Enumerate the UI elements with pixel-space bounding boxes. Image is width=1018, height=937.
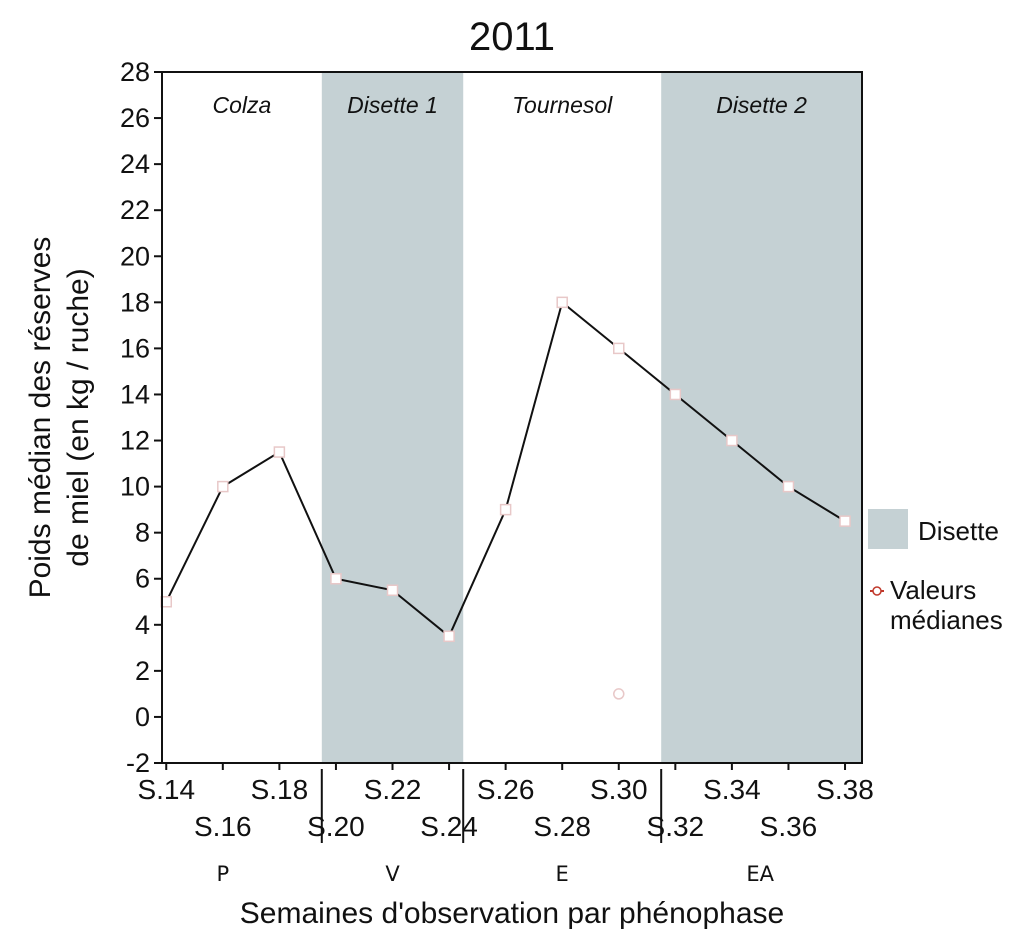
y-tick-label: 10 [120, 472, 150, 502]
x-tick-label: S.18 [251, 774, 309, 805]
y-axis-title: Poids médian des réserves de miel (en kg … [24, 237, 95, 599]
data-point [499, 503, 512, 516]
legend-label-disette: Disette [918, 516, 999, 546]
y-tick-label: 24 [120, 149, 150, 179]
y-tick-label: 18 [120, 287, 150, 317]
data-point [839, 515, 851, 527]
phenophase-label: P [216, 862, 229, 886]
band-label-4: Disette 2 [716, 92, 807, 118]
data-markers [160, 296, 851, 700]
phenophase-label: EA [746, 862, 774, 886]
y-axis-title-line-2: de miel (en kg / ruche) [62, 268, 95, 566]
x-tick-label: S.38 [816, 774, 874, 805]
x-tick-label: S.36 [760, 811, 818, 842]
y-tick-label: 28 [120, 57, 150, 87]
x-axis-title: Semaines d'observation par phénophase [240, 897, 784, 930]
y-tick-label: 12 [120, 426, 150, 456]
x-tick-label: S.24 [420, 811, 478, 842]
phenophase-label: V [385, 862, 400, 886]
band-2 [321, 72, 464, 763]
y-tick-label: 4 [135, 610, 150, 640]
y-tick-label: 8 [135, 518, 150, 548]
y-tick-label: -2 [126, 748, 150, 778]
x-tick-label: S.22 [364, 774, 422, 805]
y-axis-title-line-1: Poids médian des réserves [24, 237, 57, 599]
y-tick-label: 0 [135, 702, 150, 732]
legend-swatch-disette [868, 509, 908, 549]
background-bands: Colza Disette 1 Tournesol Disette 2 [212, 72, 862, 763]
data-point [217, 480, 229, 493]
y-tick-label: 22 [120, 195, 150, 225]
data-point [556, 296, 568, 309]
phase-dividers [320, 769, 663, 843]
chart-title: 2011 [469, 15, 555, 59]
data-point [273, 446, 286, 458]
legend-marker-median [872, 586, 882, 596]
plot-frame [161, 71, 863, 764]
data-point [443, 630, 455, 643]
x-tick-label: S.14 [137, 774, 195, 805]
band-4 [661, 72, 862, 763]
data-point [782, 480, 795, 493]
phenophase-labels: P V E EA [216, 862, 774, 886]
outlier-point [613, 688, 625, 700]
band-label-1: Colza [212, 92, 271, 118]
phenophase-label: E [556, 862, 569, 886]
x-tick-label: S.26 [477, 774, 535, 805]
data-point [613, 342, 625, 355]
x-tick-label: S.32 [647, 811, 705, 842]
band-label-3: Tournesol [512, 92, 613, 118]
data-point [330, 572, 342, 585]
data-point [669, 388, 682, 401]
y-tick-label: 16 [120, 333, 150, 363]
y-tick-label: 26 [120, 103, 150, 133]
legend-label-median-2: médianes [890, 605, 1003, 635]
data-point [726, 434, 738, 447]
y-tick-label: 20 [120, 241, 150, 271]
data-point [386, 584, 399, 596]
y-tick-label: 2 [135, 656, 150, 686]
y-tick-label: 14 [120, 379, 150, 409]
x-axis-ticks: S.14 S.18 S.22 S.26 S.30 S.34 S.38 S.16 S.20 S.24… [137, 763, 874, 842]
y-tick-label: 6 [135, 564, 150, 594]
x-tick-label: S.16 [194, 811, 252, 842]
x-tick-label: S.30 [590, 774, 648, 805]
x-tick-label: S.34 [703, 774, 761, 805]
band-label-2: Disette 1 [347, 92, 438, 118]
legend-label-median-1: Valeurs [890, 575, 976, 605]
x-tick-label: S.28 [533, 811, 591, 842]
x-tick-label: S.20 [307, 811, 365, 842]
